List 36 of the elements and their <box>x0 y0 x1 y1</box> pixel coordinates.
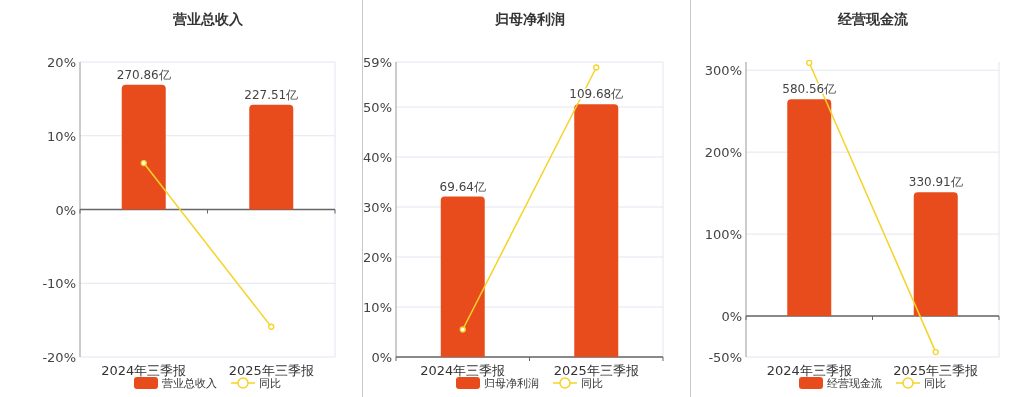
legend-label: 营业总收入 <box>162 377 217 390</box>
legend-label: 同比 <box>259 377 281 390</box>
y-tick-label: 300% <box>704 63 742 79</box>
x-tick-label: 2024年三季报 <box>766 363 852 378</box>
legend-label: 同比 <box>581 377 603 390</box>
y-tick-label: 59% <box>363 55 392 70</box>
y-tick-label: -20% <box>42 350 76 365</box>
data-label: 69.64亿 <box>439 179 486 194</box>
y-tick-label: 50% <box>363 100 392 115</box>
y-tick-label: 0% <box>371 350 392 365</box>
chart-title: 归母净利润 <box>493 11 565 27</box>
data-label: 330.91亿 <box>908 175 963 190</box>
y-tick-label: 20% <box>363 250 392 265</box>
x-tick-label: 2024年三季报 <box>420 363 506 378</box>
y-tick-label: 200% <box>704 145 742 161</box>
chart-title: 经营现金流 <box>836 11 909 27</box>
data-label: 270.86亿 <box>116 67 171 82</box>
y-tick-label: 10% <box>47 128 76 144</box>
x-tick-label: 2025年三季报 <box>228 363 314 378</box>
y-tick-label: 0% <box>721 309 742 325</box>
chart-title: 营业总收入 <box>171 11 244 27</box>
y-tick-label: -50% <box>708 350 742 365</box>
legend-label: 经营现金流 <box>827 377 882 390</box>
y-tick-label: 40% <box>363 150 392 165</box>
x-tick-label: 2024年三季报 <box>101 363 187 378</box>
y-tick-label: 0% <box>55 202 76 218</box>
legend-label: 同比 <box>924 377 946 390</box>
y-tick-label: 20% <box>47 55 76 70</box>
data-label: 227.51亿 <box>244 87 299 102</box>
x-tick-label: 2025年三季报 <box>553 363 639 378</box>
y-tick-label: -10% <box>42 276 76 292</box>
legend-label: 归母净利润 <box>484 377 539 390</box>
y-tick-label: 30% <box>363 200 392 215</box>
y-tick-label: 100% <box>704 227 742 243</box>
x-tick-label: 2025年三季报 <box>893 363 979 378</box>
y-tick-label: 10% <box>363 300 392 315</box>
